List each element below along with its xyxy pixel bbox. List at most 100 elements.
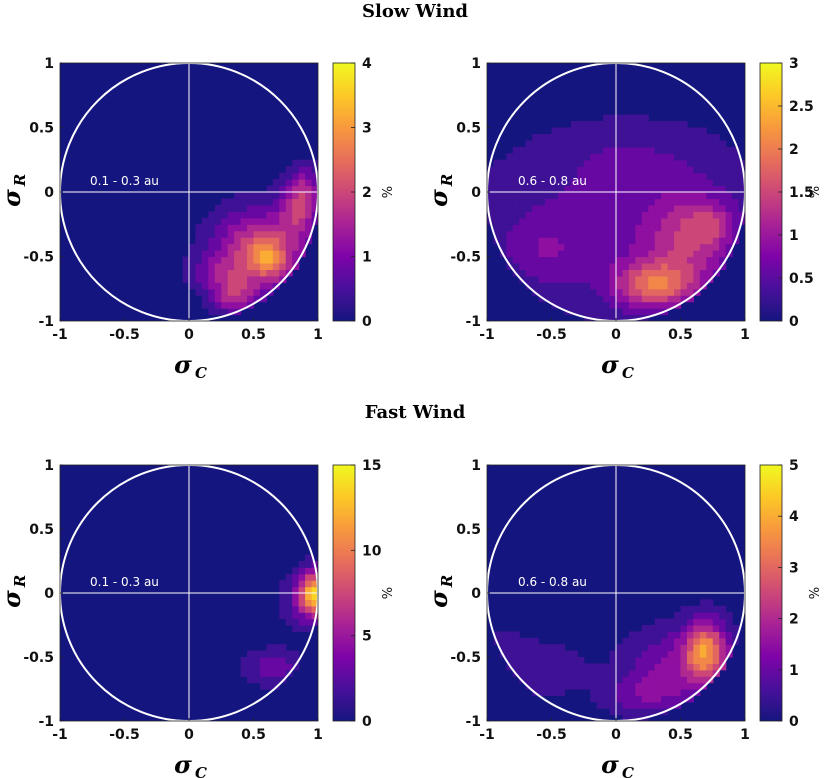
heatmap-cell	[519, 676, 527, 684]
heatmap-cell	[570, 224, 578, 232]
heatmap-cell	[596, 204, 604, 212]
heatmap-cell	[680, 657, 688, 664]
chart-panel-4: 0.6 - 0.8 au-1 -0.5 0 0.5 1-1-0.500.51σ CσR01…	[424, 458, 823, 778]
heatmap-cell	[298, 243, 306, 251]
heatmap-cell	[590, 230, 598, 238]
heatmap-cell	[699, 275, 707, 283]
heatmap-cell	[557, 682, 565, 690]
heatmap-cell	[648, 159, 656, 167]
heatmap-cell	[628, 230, 636, 238]
heatmap-cell	[221, 243, 229, 251]
x-tick-label: 0	[611, 327, 621, 343]
heatmap-cell	[654, 172, 662, 180]
heatmap-cell	[577, 308, 585, 316]
heatmap-cell	[532, 172, 540, 180]
heatmap-cell	[719, 204, 727, 212]
heatmap-cell	[622, 689, 630, 696]
heatmap-cell	[298, 166, 306, 174]
heatmap-cell	[195, 288, 203, 296]
heatmap-cell	[298, 230, 306, 238]
heatmap-cell	[706, 599, 714, 607]
heatmap-cell	[538, 140, 546, 148]
heatmap-cell	[519, 172, 527, 180]
heatmap-cell	[596, 676, 604, 684]
heatmap-cell	[603, 133, 611, 141]
heatmap-cell	[648, 172, 656, 180]
heatmap-cell	[699, 650, 707, 658]
heatmap-cell	[712, 230, 720, 238]
heatmap-cell	[292, 159, 300, 167]
y-axis-label: σR	[0, 174, 29, 207]
heatmap-cell	[208, 211, 216, 219]
heatmap-cell	[506, 224, 514, 232]
heatmap-cell	[292, 593, 300, 600]
heatmap-cell	[538, 204, 546, 212]
heatmap-cell	[279, 179, 287, 187]
heatmap-cell	[499, 217, 507, 225]
y-tick-label: 0	[44, 586, 54, 602]
heatmap-cell	[208, 288, 216, 296]
heatmap-cell	[661, 159, 669, 167]
heatmap-cell	[719, 153, 727, 161]
heatmap-cell	[616, 121, 624, 129]
heatmap-cell	[279, 605, 287, 613]
heatmap-cell	[285, 573, 293, 581]
heatmap-cell	[686, 198, 694, 206]
heatmap-cell	[253, 288, 261, 296]
heatmap-cell	[570, 288, 578, 296]
heatmap-cell	[732, 192, 740, 200]
x-tick-label: -1	[479, 727, 495, 743]
heatmap-cell	[292, 612, 300, 620]
heatmap-cell	[227, 269, 235, 277]
heatmap-cell	[603, 114, 611, 122]
heatmap-cell	[661, 295, 669, 303]
heatmap-cell	[551, 140, 559, 148]
heatmap-cell	[583, 663, 591, 671]
heatmap-cell	[195, 243, 203, 251]
heatmap-cell	[285, 224, 293, 232]
heatmap-cell	[667, 657, 675, 664]
heatmap-cell	[603, 262, 611, 270]
heatmap-cell	[253, 198, 261, 206]
heatmap-cell	[699, 204, 707, 212]
heatmap-cell	[693, 204, 701, 212]
heatmap-cell	[512, 631, 520, 639]
heatmap-cell	[641, 237, 649, 245]
heatmap-cell	[590, 172, 598, 180]
heatmap-cell	[628, 288, 636, 296]
heatmap-cell	[686, 166, 694, 174]
heatmap-cell	[557, 295, 565, 303]
heatmap-cell	[603, 217, 611, 225]
heatmap-cell	[654, 308, 662, 316]
heatmap-cell	[519, 650, 527, 658]
heatmap-cell	[525, 204, 533, 212]
heatmap-cell	[622, 701, 630, 709]
heatmap-cell	[538, 159, 546, 167]
heatmap-cell	[493, 230, 501, 238]
heatmap-cell	[628, 282, 636, 290]
heatmap-cell	[712, 650, 720, 658]
heatmap-cell	[719, 618, 727, 626]
heatmap-cell	[279, 172, 287, 180]
heatmap-cell	[227, 301, 235, 309]
heatmap-cell	[577, 282, 585, 290]
heatmap-cell	[545, 166, 553, 174]
heatmap-cell	[732, 230, 740, 238]
heatmap-cell	[654, 631, 662, 639]
heatmap-cell	[493, 631, 501, 639]
heatmap-cell	[686, 644, 694, 652]
heatmap-cell	[227, 308, 235, 316]
heatmap-cell	[699, 243, 707, 251]
heatmap-cell	[305, 211, 313, 219]
heatmap-cell	[680, 243, 688, 251]
heatmap-cell	[519, 153, 527, 161]
heatmap-cell	[667, 243, 675, 251]
heatmap-cell	[519, 256, 527, 264]
heatmap-cell	[311, 204, 318, 212]
heatmap-cell	[725, 224, 733, 232]
heatmap-cell	[551, 204, 559, 212]
heatmap-cell	[551, 172, 559, 180]
heatmap-cell	[609, 250, 617, 258]
x-tick-label: 0.5	[241, 727, 266, 743]
heatmap-cell	[680, 644, 688, 652]
